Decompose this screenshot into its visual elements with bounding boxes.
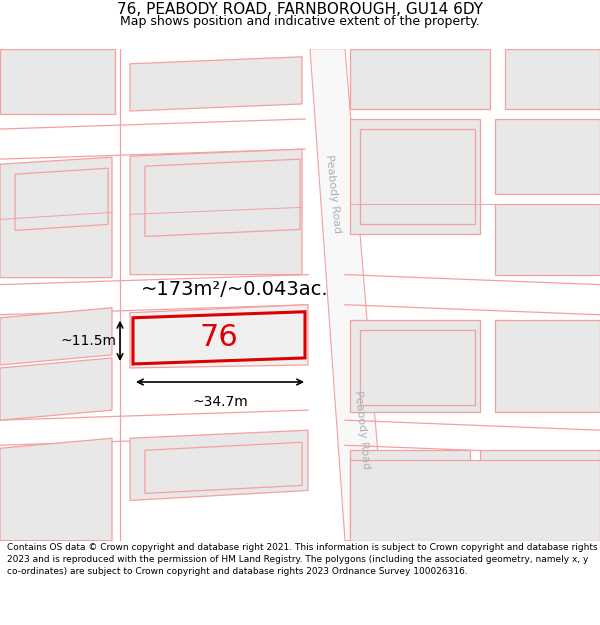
Polygon shape [350, 450, 470, 541]
Polygon shape [360, 330, 475, 405]
Polygon shape [505, 49, 600, 109]
Text: 76: 76 [200, 323, 238, 352]
Text: Map shows position and indicative extent of the property.: Map shows position and indicative extent… [120, 15, 480, 28]
Polygon shape [130, 149, 302, 274]
Polygon shape [495, 320, 600, 412]
Polygon shape [130, 57, 302, 111]
Polygon shape [0, 438, 112, 541]
Polygon shape [495, 204, 600, 274]
Text: 76, PEABODY ROAD, FARNBOROUGH, GU14 6DY: 76, PEABODY ROAD, FARNBOROUGH, GU14 6DY [117, 2, 483, 17]
Text: Contains OS data © Crown copyright and database right 2021. This information is : Contains OS data © Crown copyright and d… [7, 543, 598, 576]
Polygon shape [350, 49, 490, 109]
Polygon shape [0, 358, 112, 420]
Polygon shape [130, 430, 308, 501]
Polygon shape [130, 305, 308, 368]
Polygon shape [360, 129, 475, 224]
Text: ~34.7m: ~34.7m [192, 395, 248, 409]
Polygon shape [145, 159, 300, 236]
Polygon shape [133, 312, 305, 364]
Polygon shape [0, 308, 112, 365]
Polygon shape [350, 320, 480, 412]
Text: ~11.5m: ~11.5m [60, 334, 116, 348]
Text: Peabody Road: Peabody Road [324, 154, 342, 234]
Polygon shape [350, 461, 600, 541]
Polygon shape [495, 119, 600, 194]
Text: Peabody Road: Peabody Road [353, 391, 371, 470]
Polygon shape [350, 119, 480, 234]
Polygon shape [0, 49, 115, 114]
Polygon shape [310, 49, 385, 541]
Polygon shape [15, 168, 108, 231]
Polygon shape [480, 450, 600, 541]
Polygon shape [145, 442, 302, 494]
Polygon shape [0, 157, 112, 278]
Text: ~173m²/~0.043ac.: ~173m²/~0.043ac. [141, 280, 329, 299]
